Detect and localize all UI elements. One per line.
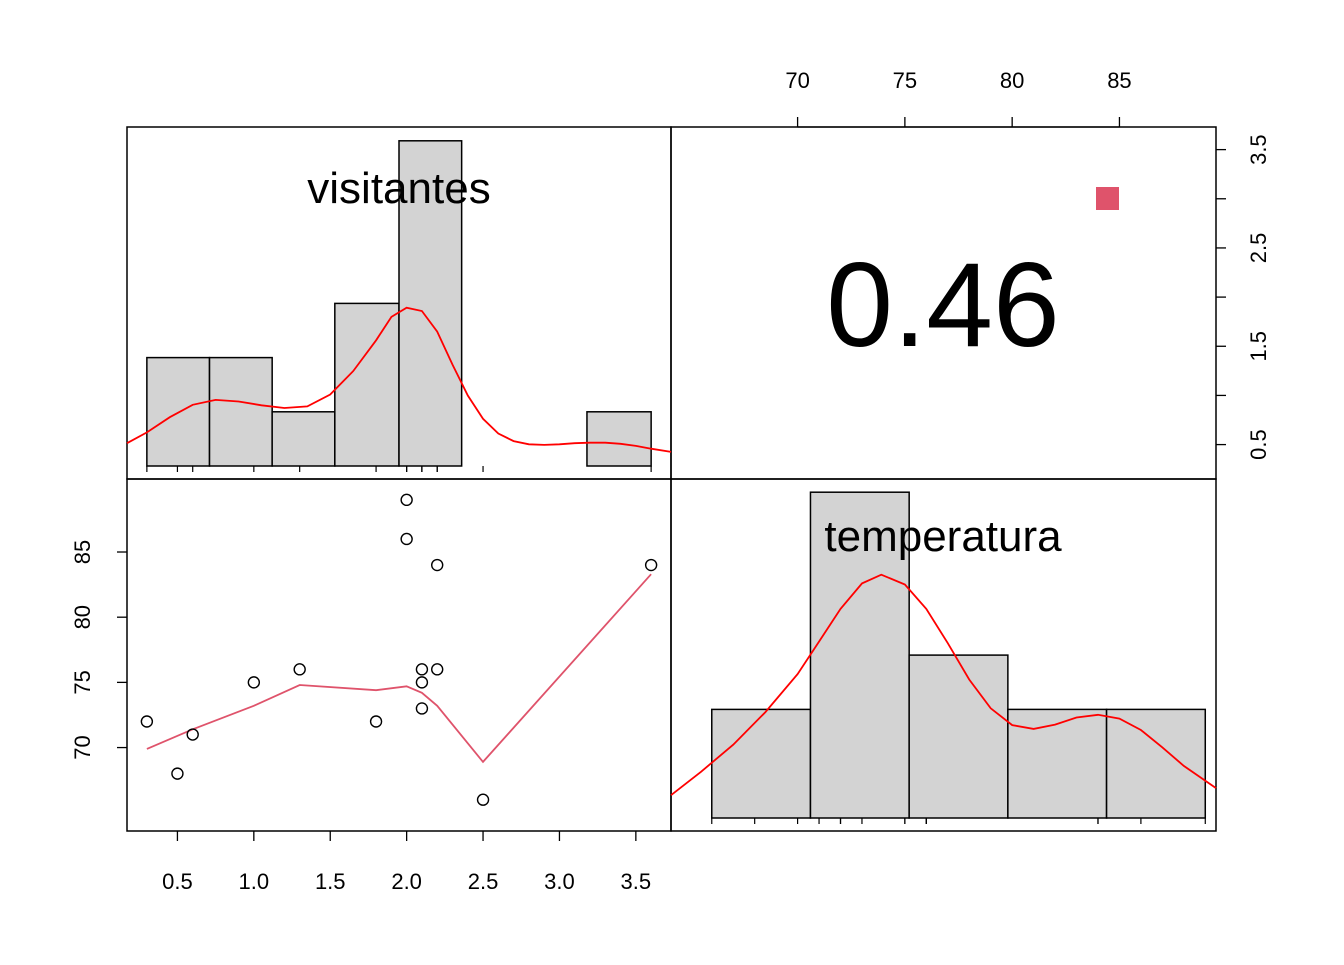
scatter-point [415,676,429,689]
scatter-point [186,728,199,741]
right-axis-tick-label: 1.5 [1246,331,1271,362]
x-axis-tick-label: 0.5 [162,869,193,894]
scatter-point [140,715,154,728]
scatter-point [171,767,184,780]
correlation-value: 0.46 [826,238,1060,372]
scatter-point [644,558,658,572]
y-axis-tick-label: 85 [70,540,95,564]
temperatura-histogram-bar [908,654,1009,819]
scatter-point [400,493,413,507]
right-axis-tick-label: 3.5 [1246,134,1271,165]
x-axis-tick-label: 2.0 [391,869,422,894]
visitantes-density-curve [126,306,672,453]
top-axis-tick-label: 85 [1107,68,1131,93]
scatter-point [247,676,261,689]
top-axis-tick-label: 80 [1000,68,1024,93]
y-axis-tick-label: 70 [70,735,95,759]
x-axis-tick-label: 3.5 [621,869,652,894]
right-axis-tick-label: 2.5 [1246,233,1271,264]
panel-scatter [126,478,672,832]
variable-label-temperatura: temperatura [824,512,1062,561]
x-axis-tick-label: 3.0 [544,869,575,894]
temperatura-histogram-bar [1007,708,1108,819]
temperatura-density-curve [670,573,1217,796]
panel-temperatura-diagonal [670,478,1217,832]
scatter-point [415,663,429,676]
top-axis-tick-label: 75 [893,68,917,93]
y-axis-tick-label: 80 [70,605,95,629]
visitantes-histogram-bar [334,302,400,467]
y-axis-tick-label: 75 [70,670,95,694]
right-axis-tick-label: 0.5 [1246,429,1271,460]
scatter-smooth-line [146,573,652,764]
variable-label-visitantes: visitantes [307,164,490,213]
temperatura-histogram-bar [711,708,812,819]
scatter-point [293,663,306,676]
scatter-point [369,715,383,728]
visitantes-histogram-bar [208,356,273,467]
x-axis-tick-label: 1.5 [315,869,346,894]
scatter-point [476,793,490,806]
x-axis-tick-label: 2.5 [468,869,499,894]
significance-marker [1096,187,1119,210]
scatter-point [431,558,444,572]
temperatura-histogram-bar [809,491,910,819]
scatter-point [415,702,429,715]
scatter-point [431,663,444,676]
visitantes-histogram-bar [586,411,652,467]
x-axis-tick-label: 1.0 [239,869,270,894]
visitantes-histogram-bar [271,411,336,467]
top-axis-tick-label: 70 [785,68,809,93]
visitantes-histogram-bar [398,140,463,467]
scatter-point [400,532,413,546]
temperatura-histogram-bar [1105,708,1207,819]
